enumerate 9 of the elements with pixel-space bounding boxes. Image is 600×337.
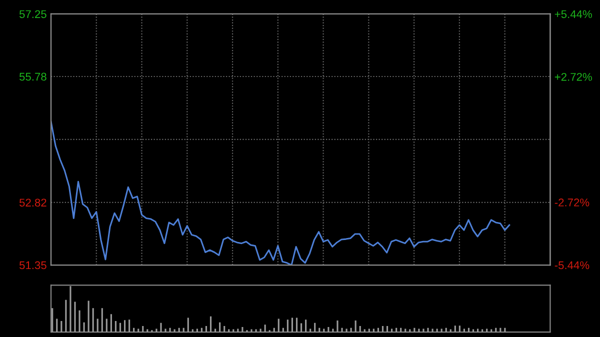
y2-tick-label: +5.44%	[554, 10, 592, 18]
y2-tick-label: -5.44%	[554, 261, 590, 270]
y-tick-label: 55.78	[19, 72, 46, 81]
y-tick-label: 52.82	[19, 198, 46, 207]
line-series	[51, 120, 510, 266]
y-tick-label: 51.35	[19, 261, 46, 270]
y2-tick-label: -2.72%	[554, 198, 590, 206]
y2-tick-label: +2.72%	[554, 72, 592, 81]
y-tick-label: 57.25	[19, 10, 46, 18]
